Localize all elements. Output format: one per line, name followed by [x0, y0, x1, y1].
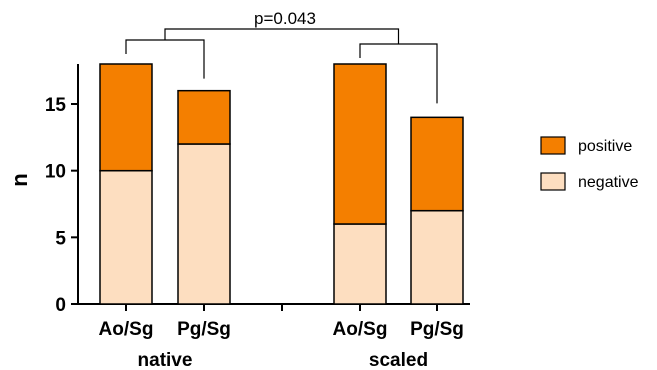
bar-segment-negative	[410, 209, 464, 305]
legend-label-negative: negative	[578, 174, 639, 191]
p-value-annotation: p=0.043	[254, 9, 316, 28]
legend-label-positive: positive	[578, 138, 632, 155]
x-axis: Ao/Sg Pg/Sg Ao/Sg Pg/Sg native scaled	[78, 303, 470, 370]
y-tick-label: 5	[55, 228, 66, 249]
bar-segment-negative	[333, 223, 387, 305]
comparison-bracket	[164, 28, 400, 44]
bar-segment-negative	[99, 169, 153, 305]
group-label: native	[138, 350, 193, 370]
bar-segment-negative	[177, 143, 231, 305]
y-axis: 0 5 10 15	[45, 64, 79, 316]
legend: positive negative	[540, 136, 639, 191]
x-tick-label: Pg/Sg	[410, 319, 464, 340]
x-tick-label: Ao/Sg	[99, 319, 154, 340]
y-axis-label: n	[7, 173, 32, 186]
y-tick-label: 10	[45, 162, 66, 183]
bar-segment-positive	[333, 63, 387, 225]
legend-swatch-negative	[540, 172, 566, 191]
group-label: scaled	[369, 350, 428, 370]
bar-segment-positive	[99, 63, 153, 172]
y-tick-label: 15	[45, 95, 67, 116]
bars	[99, 63, 464, 305]
x-tick-label: Pg/Sg	[177, 319, 231, 340]
x-tick-label: Ao/Sg	[333, 319, 388, 340]
legend-swatch-positive	[540, 136, 566, 155]
bar-segment-positive	[410, 116, 464, 212]
significance-brackets	[125, 28, 438, 104]
y-tick-label: 0	[55, 295, 66, 316]
bar-segment-positive	[177, 89, 231, 145]
